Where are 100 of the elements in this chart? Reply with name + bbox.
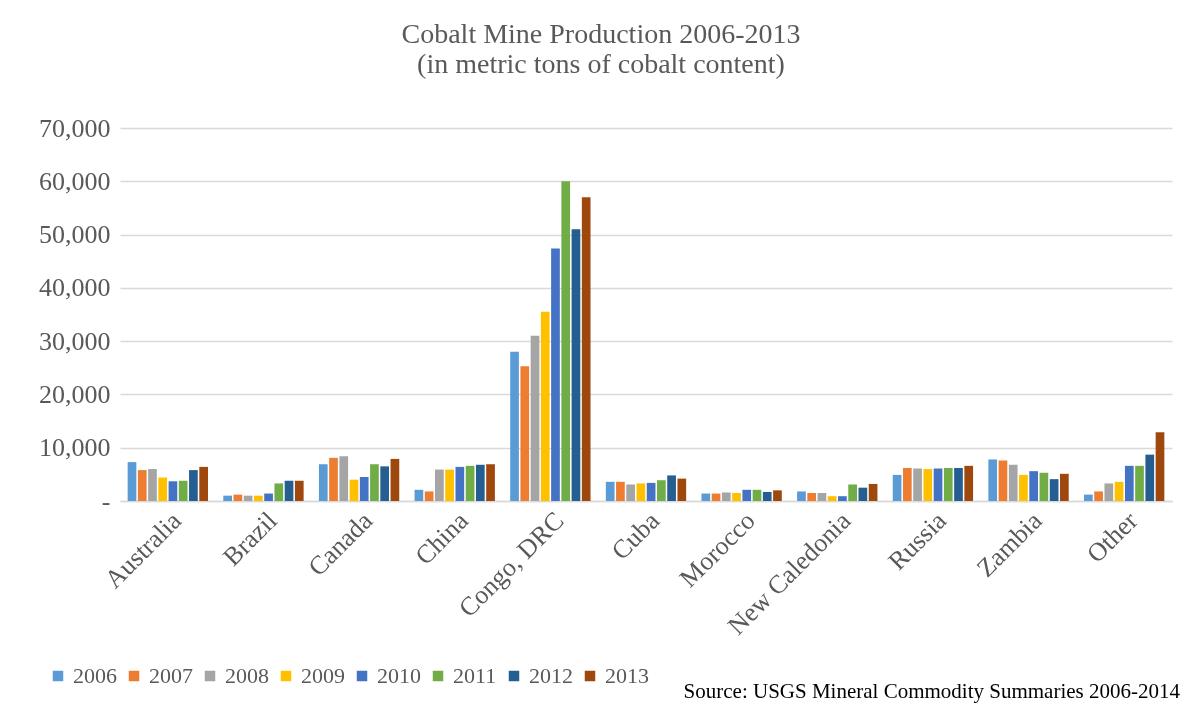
legend-label: 2013 bbox=[605, 663, 649, 688]
bar bbox=[359, 477, 369, 501]
bar bbox=[158, 477, 168, 501]
bar bbox=[868, 483, 878, 501]
bar bbox=[137, 470, 147, 501]
bar bbox=[540, 311, 550, 501]
bar bbox=[1145, 454, 1155, 501]
chart-subtitle: (in metric tons of cobalt content) bbox=[417, 48, 785, 79]
y-tick-label: - bbox=[101, 486, 111, 516]
bar bbox=[1094, 491, 1103, 501]
bar bbox=[762, 491, 772, 501]
bar bbox=[667, 475, 676, 501]
bar bbox=[349, 479, 359, 501]
bar bbox=[923, 469, 933, 501]
y-tick-label: 40,000 bbox=[39, 273, 111, 303]
bar bbox=[445, 469, 454, 501]
bar bbox=[223, 495, 232, 501]
bar bbox=[605, 481, 615, 501]
bar bbox=[807, 493, 817, 501]
bar bbox=[189, 470, 198, 501]
bar bbox=[370, 464, 379, 501]
bar bbox=[1039, 472, 1049, 501]
bar bbox=[732, 493, 741, 501]
bar bbox=[773, 490, 782, 501]
bar bbox=[178, 480, 188, 501]
bar bbox=[998, 460, 1008, 501]
y-tick-label: 10,000 bbox=[39, 433, 111, 463]
legend-label: 2009 bbox=[301, 663, 345, 688]
bar bbox=[817, 493, 827, 501]
bar bbox=[838, 496, 847, 501]
y-tick-label: 20,000 bbox=[39, 379, 111, 409]
y-tick-label: 60,000 bbox=[39, 166, 111, 196]
bar bbox=[902, 467, 912, 501]
y-tick-label: 30,000 bbox=[39, 326, 111, 356]
bar bbox=[1060, 473, 1069, 501]
bar bbox=[148, 469, 157, 501]
bar bbox=[892, 474, 902, 501]
bar bbox=[933, 468, 943, 501]
chart-title: Cobalt Mine Production 2006-2013 bbox=[401, 18, 801, 49]
bar bbox=[414, 489, 424, 501]
bar bbox=[253, 495, 263, 501]
bar bbox=[571, 229, 581, 501]
bar bbox=[581, 197, 591, 501]
bar bbox=[380, 466, 390, 501]
bar bbox=[127, 462, 137, 501]
bar bbox=[721, 492, 731, 501]
bar bbox=[1019, 474, 1028, 501]
bar bbox=[199, 466, 208, 501]
bar bbox=[424, 491, 434, 501]
legend-label: 2010 bbox=[377, 663, 421, 688]
bar bbox=[988, 459, 998, 501]
bar bbox=[677, 478, 687, 501]
bar bbox=[943, 467, 953, 501]
bar bbox=[1104, 483, 1114, 501]
legend-label: 2012 bbox=[529, 663, 573, 688]
bar bbox=[1049, 479, 1059, 501]
bar bbox=[1155, 432, 1165, 501]
bar bbox=[465, 465, 475, 501]
bar bbox=[551, 248, 560, 501]
bar bbox=[274, 483, 284, 501]
y-tick-label: 50,000 bbox=[39, 220, 111, 250]
legend-label: 2006 bbox=[73, 663, 117, 688]
bar bbox=[626, 484, 635, 501]
x-tick-label: Cuba bbox=[605, 505, 666, 566]
bar bbox=[964, 465, 974, 501]
bar bbox=[435, 469, 444, 501]
bar bbox=[520, 366, 530, 501]
bar bbox=[390, 458, 400, 501]
bar bbox=[329, 457, 338, 501]
bar bbox=[475, 464, 485, 501]
bar bbox=[455, 466, 465, 501]
bar bbox=[752, 489, 762, 501]
bar bbox=[742, 489, 752, 501]
bar bbox=[264, 493, 273, 501]
legend-label: 2008 bbox=[225, 663, 269, 688]
bar bbox=[294, 480, 304, 501]
bar bbox=[510, 351, 519, 501]
bar bbox=[913, 468, 922, 501]
bar bbox=[318, 464, 328, 501]
bar bbox=[797, 491, 806, 501]
bar bbox=[1029, 471, 1039, 501]
legend-label: 2011 bbox=[453, 663, 497, 688]
bar bbox=[646, 482, 656, 501]
source-note: Source: USGS Mineral Commodity Summaries 2006-2014 bbox=[683, 679, 1181, 703]
bar bbox=[168, 481, 178, 501]
bar bbox=[636, 483, 646, 501]
bar bbox=[1114, 481, 1124, 501]
bar bbox=[701, 493, 711, 501]
bar bbox=[339, 456, 349, 501]
bar bbox=[848, 484, 857, 501]
bar bbox=[530, 335, 540, 501]
bar bbox=[1008, 464, 1018, 501]
bar bbox=[486, 464, 495, 501]
bar bbox=[954, 467, 963, 501]
bar bbox=[284, 480, 294, 501]
bar bbox=[827, 496, 837, 501]
bar bbox=[561, 181, 571, 501]
legend-label: 2007 bbox=[149, 663, 193, 688]
bar bbox=[1124, 465, 1134, 501]
bar bbox=[1135, 465, 1144, 501]
